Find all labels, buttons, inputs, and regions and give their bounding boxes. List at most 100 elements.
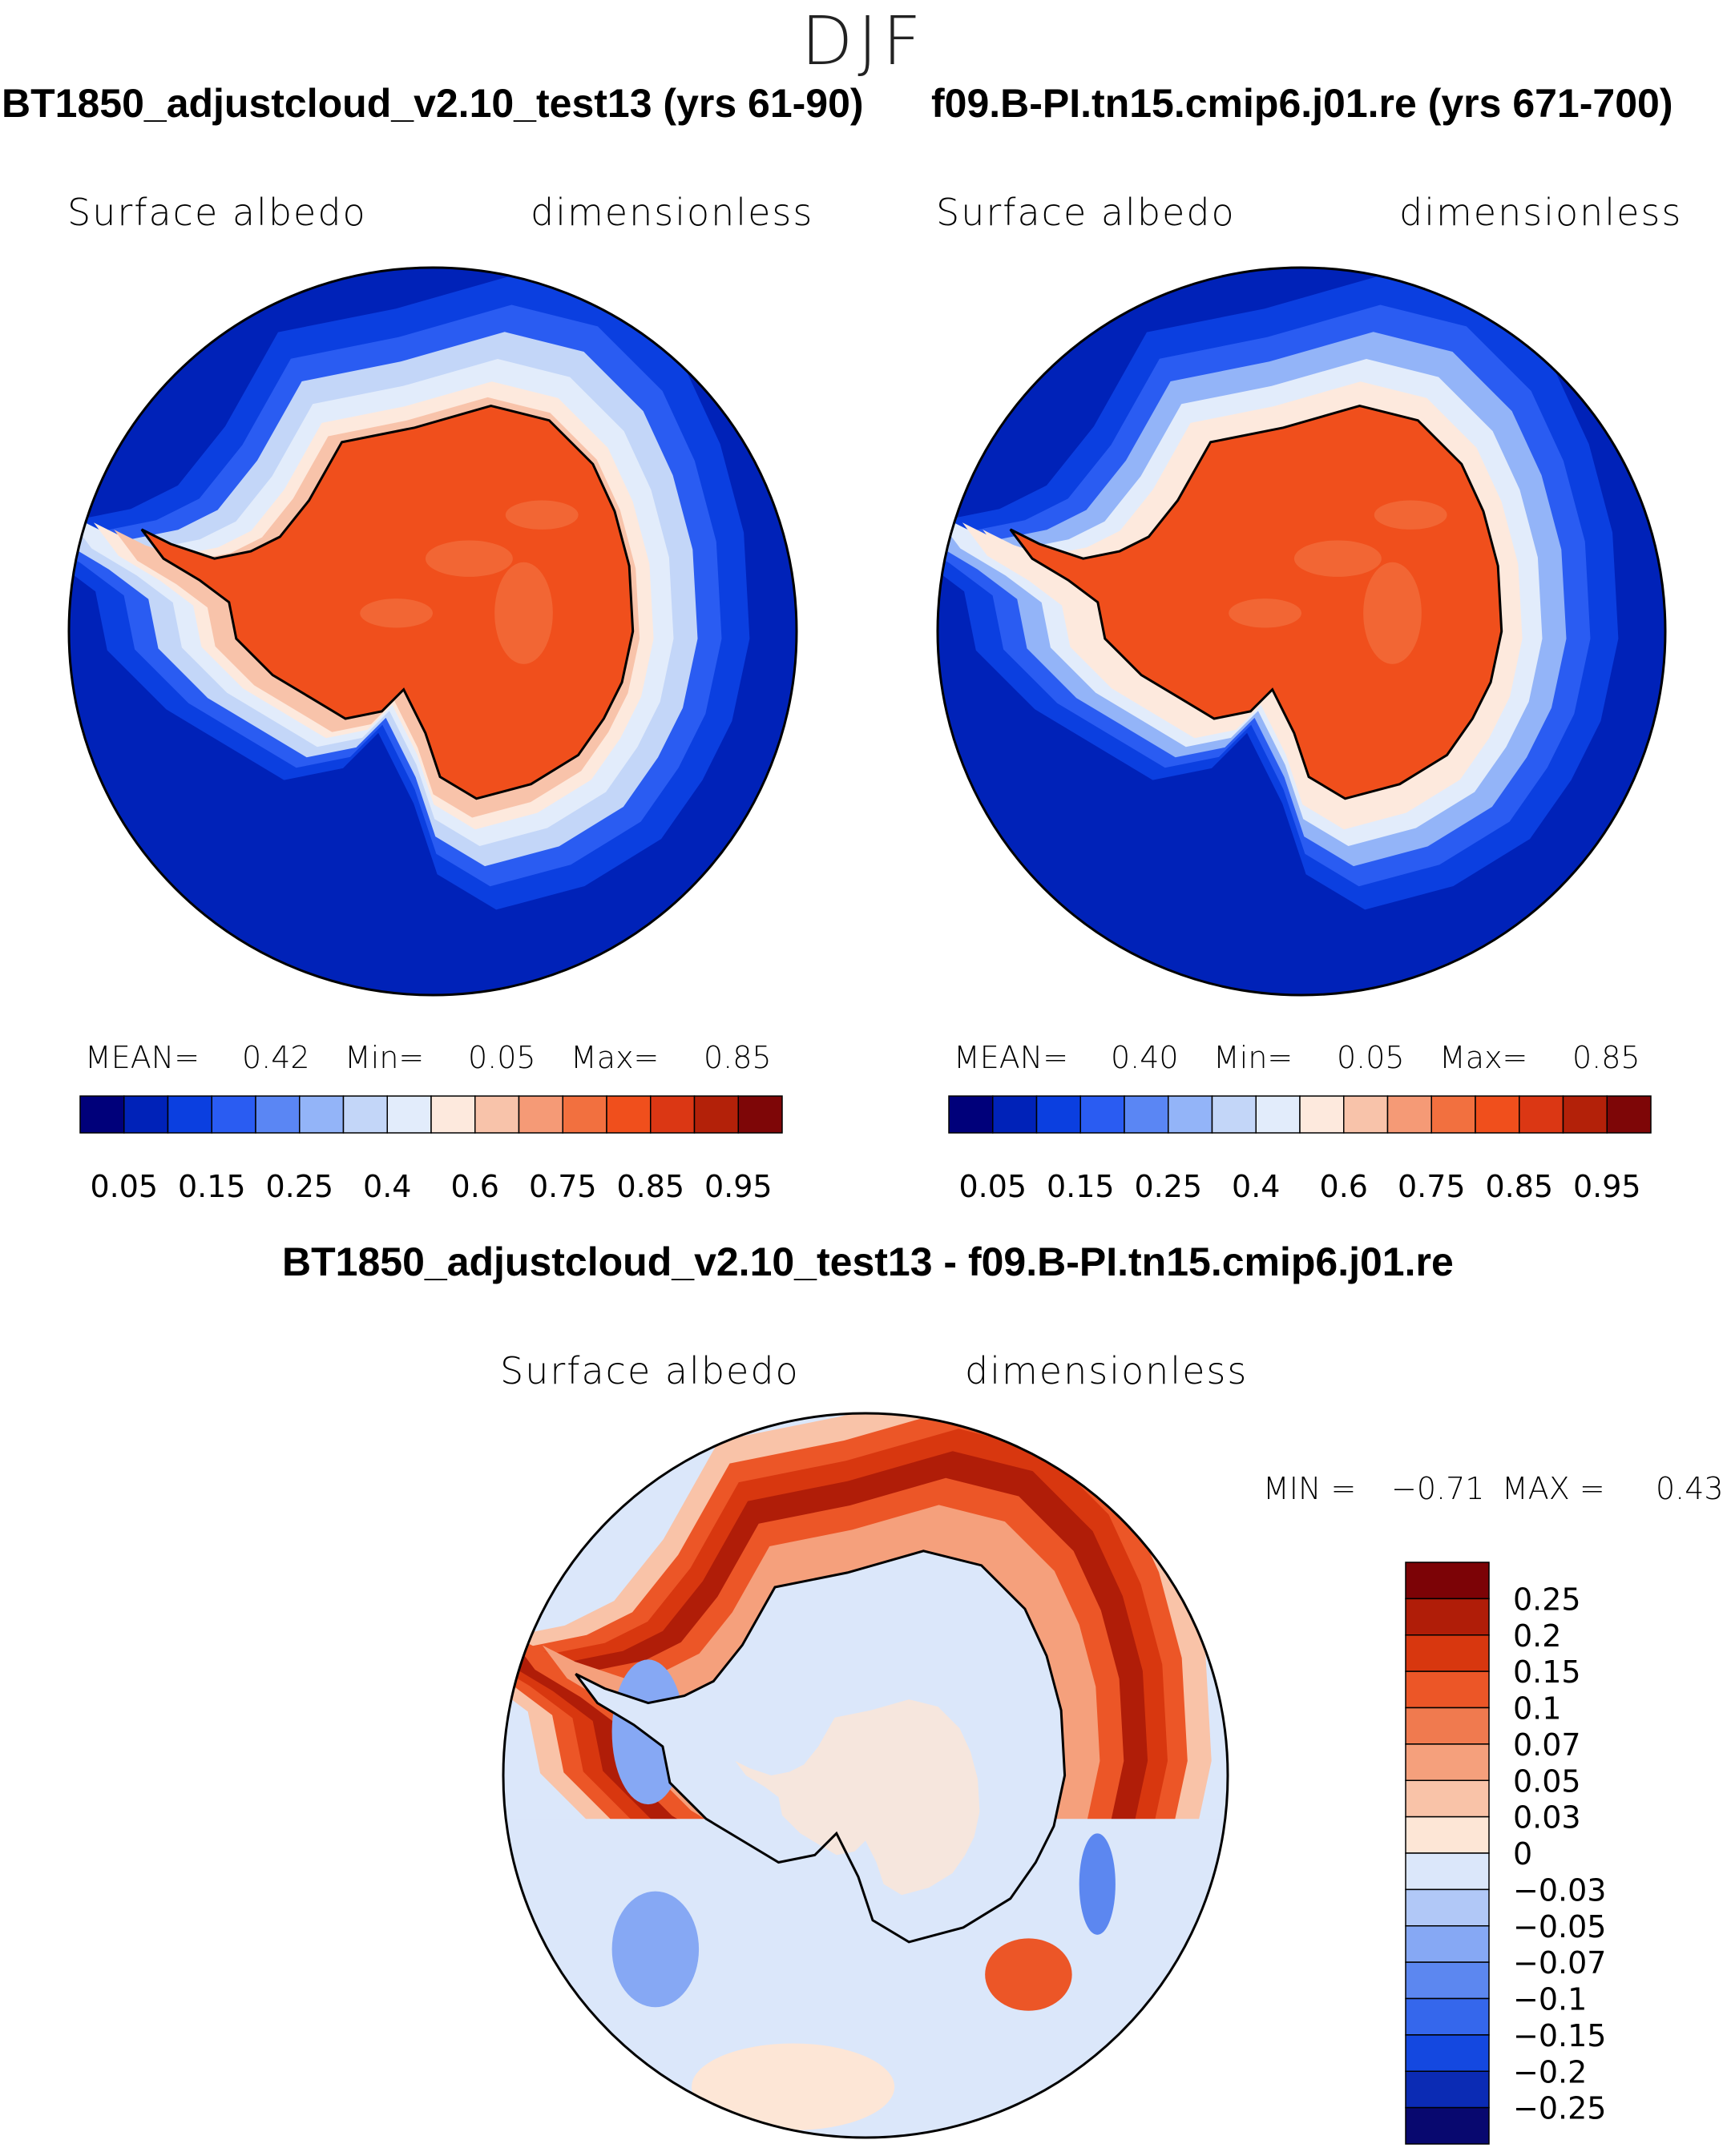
colorbar-box <box>1606 1095 1652 1134</box>
map-panel-diff <box>503 1413 1228 2138</box>
colorbar-tick-label: 0.05 <box>1513 1763 1581 1799</box>
colorbar-tick-label: 0.03 <box>1513 1800 1581 1836</box>
colorbar-box <box>1299 1095 1345 1134</box>
colorbar-box <box>1405 1707 1490 1745</box>
colorbar-tick-label: 0.05 <box>90 1169 158 1204</box>
colorbar-box <box>1405 2034 1490 2072</box>
coastline <box>140 404 635 800</box>
colorbar-tick-label: 0.1 <box>1513 1691 1561 1727</box>
map-panel-2 <box>938 268 1665 995</box>
left-max-label: Max= <box>571 1040 660 1075</box>
colorbar-tick-label: 0.15 <box>178 1169 246 1204</box>
colorbar-box <box>1562 1095 1608 1134</box>
colorbar-2: 0.05 0.15 0.25 0.4 0.6 0.75 0.85 0.95 <box>948 1095 1652 1204</box>
diff-max-label: MAX = <box>1502 1471 1605 1506</box>
colorbar-box <box>1405 2070 1490 2109</box>
left-panel-title: BT1850_adjustcloud_v2.10_test13 (yrs 61-… <box>2 81 864 126</box>
colorbar-tick-label: −0.03 <box>1513 1872 1606 1908</box>
colorbar-box <box>474 1095 520 1134</box>
colorbar-box <box>1405 1961 1490 2000</box>
map-boundary <box>936 266 1667 997</box>
colorbar-box <box>1405 1743 1490 1781</box>
left-panel-variable: Surface albedo <box>67 191 367 234</box>
ice-texture-1 <box>494 562 553 664</box>
colorbar-tick-label: 0.85 <box>616 1169 684 1204</box>
colorbar-box <box>1168 1095 1213 1134</box>
diff-patch-increase <box>985 1938 1072 2011</box>
colorbar-box <box>1405 1598 1490 1636</box>
colorbar-tick-label: −0.2 <box>1513 2054 1587 2090</box>
right-min-label: Min= <box>1213 1040 1293 1075</box>
diff-ice-texture <box>735 1699 980 1896</box>
colorbar-tick-label: 0.85 <box>1485 1169 1553 1204</box>
colorbar-box <box>1343 1095 1389 1134</box>
diff-patch-increase <box>692 2043 895 2130</box>
colorbar-box <box>1405 1562 1490 1600</box>
diff-patch-decrease <box>611 1891 700 2008</box>
colorbar-box <box>1405 1997 1490 2036</box>
map-boundary <box>67 266 798 997</box>
left-min-label: Min= <box>345 1040 425 1075</box>
colorbar-box <box>1079 1095 1125 1134</box>
colorbar-box <box>1405 1670 1490 1709</box>
colorbar-box <box>79 1095 125 1134</box>
colorbar-box <box>606 1095 652 1134</box>
colorbar-box <box>1211 1095 1257 1134</box>
left-max-value: 0.85 <box>704 1040 772 1075</box>
colorbar-box <box>1405 2106 1490 2145</box>
colorbar-tick-label: 0.25 <box>1513 1582 1581 1617</box>
ice-texture-2 <box>1229 598 1301 628</box>
right-max-value: 0.85 <box>1572 1040 1640 1075</box>
left-min-value: 0.05 <box>468 1040 536 1075</box>
colorbar-tick-label: −0.25 <box>1513 2091 1606 2126</box>
colorbar-tick-label: −0.15 <box>1513 2018 1606 2053</box>
colorbar-box <box>342 1095 388 1134</box>
colorbar-tick-label: 0.6 <box>1320 1169 1368 1204</box>
colorbar-tick-label: 0.6 <box>451 1169 499 1204</box>
ice-texture-3 <box>505 500 579 530</box>
colorbar-box <box>1386 1095 1432 1134</box>
left-mean-label: MEAN= <box>85 1040 200 1075</box>
colorbar-diff: 0.250.20.150.10.070.050.030−0.03−0.05−0.… <box>1405 1562 1606 2145</box>
right-panel-title: f09.B-PI.tn15.cmip6.j01.re (yrs 671-700) <box>931 81 1673 126</box>
colorbar-box <box>211 1095 256 1134</box>
right-min-value: 0.05 <box>1337 1040 1405 1075</box>
colorbar-box <box>1255 1095 1301 1134</box>
colorbar-tick-label: 0.4 <box>1232 1169 1280 1204</box>
right-panel-units: dimensionless <box>1399 191 1683 234</box>
colorbar-box <box>1430 1095 1476 1134</box>
diff-panel-units: dimensionless <box>965 1349 1249 1392</box>
diff-panel-variable: Surface albedo <box>500 1349 800 1392</box>
colorbar-box <box>167 1095 212 1134</box>
colorbar-box <box>430 1095 476 1134</box>
colorbar-tick-label: 0.05 <box>958 1169 1027 1204</box>
colorbar-box <box>255 1095 301 1134</box>
colorbar-tick-label: 0.07 <box>1513 1727 1581 1763</box>
colorbar-box <box>992 1095 1038 1134</box>
colorbar-tick-label: 0.25 <box>1134 1169 1202 1204</box>
ice-texture-2 <box>360 598 433 628</box>
colorbar-box <box>562 1095 607 1134</box>
coastline <box>1009 404 1503 800</box>
right-panel-variable: Surface albedo <box>936 191 1236 234</box>
colorbar-box <box>737 1095 783 1134</box>
colorbar-box <box>1035 1095 1081 1134</box>
diff-patch-decrease <box>1079 1833 1116 1935</box>
colorbar-box <box>518 1095 563 1134</box>
map-panel-1 <box>69 268 797 995</box>
ice-texture-3 <box>1374 500 1447 530</box>
colorbar-box <box>1405 1634 1490 1672</box>
colorbar-box <box>948 1095 994 1134</box>
colorbar-tick-label: 0.15 <box>1513 1654 1581 1690</box>
map-boundary <box>502 1412 1229 2139</box>
colorbar-box <box>1405 1815 1490 1854</box>
diff-min-label: MIN = <box>1263 1471 1357 1506</box>
right-max-label: Max= <box>1439 1040 1528 1075</box>
colorbar-box <box>1405 1779 1490 1818</box>
colorbar-tick-label: 0.15 <box>1047 1169 1115 1204</box>
right-mean-value: 0.40 <box>1111 1040 1179 1075</box>
ice-texture-0 <box>425 540 513 577</box>
left-panel-units: dimensionless <box>531 191 814 234</box>
colorbar-tick-label: 0.95 <box>704 1169 773 1204</box>
